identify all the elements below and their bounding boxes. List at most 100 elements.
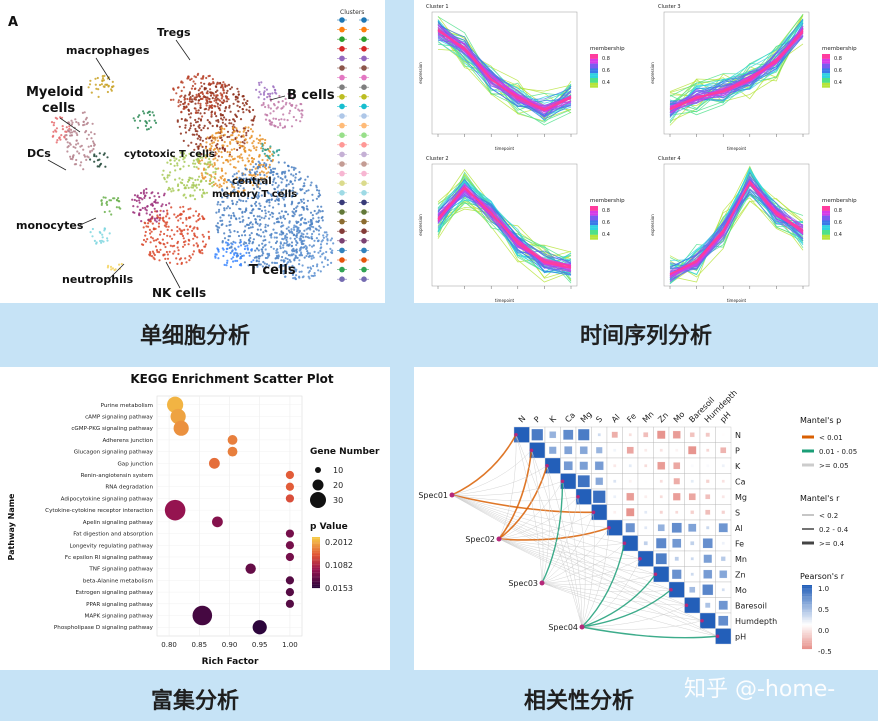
cell-point	[206, 127, 209, 130]
cell-point	[91, 235, 94, 238]
var-node	[684, 603, 689, 608]
cell-point	[196, 152, 199, 156]
cell-point	[217, 250, 220, 253]
cell-point	[254, 193, 257, 196]
cell-point	[193, 189, 196, 192]
cluster-xlabel: timepoint	[727, 298, 747, 303]
cell-point	[242, 111, 245, 114]
cell-point	[244, 164, 247, 167]
cell-point	[228, 229, 231, 232]
mantel-link	[581, 527, 610, 628]
cell-point	[286, 213, 290, 216]
cell-point	[191, 184, 194, 187]
cell-point	[246, 244, 249, 247]
cell-point	[142, 238, 146, 242]
cell-point	[225, 264, 228, 267]
cell-point	[237, 183, 240, 186]
cell-point	[242, 177, 245, 180]
cell-point	[323, 231, 326, 234]
cell-point	[279, 247, 282, 250]
cell-point	[234, 259, 237, 262]
mantel-p-label: 0.01 - 0.05	[819, 448, 857, 456]
cell-point	[148, 228, 151, 231]
pathway-point	[164, 499, 186, 521]
cell-point	[277, 192, 280, 195]
p-colorbar-step	[312, 538, 320, 541]
cell-point	[204, 245, 207, 248]
matrix-value	[672, 492, 681, 501]
cell-point	[147, 218, 150, 222]
cell-point	[230, 257, 233, 260]
cell-point	[315, 212, 318, 215]
mantel-link	[581, 589, 672, 628]
cell-point	[214, 85, 217, 88]
cell-point	[70, 134, 73, 137]
cell-point	[110, 89, 113, 92]
cell-point	[203, 82, 206, 85]
cell-point	[218, 135, 221, 138]
cell-point	[312, 264, 315, 268]
cell-point	[238, 179, 241, 182]
cell-point	[150, 236, 153, 239]
pearson-colorbar-step	[802, 645, 812, 648]
cell-point	[256, 167, 259, 170]
caption-correlation: 相关性分析	[523, 689, 634, 714]
cell-point	[184, 196, 187, 199]
cell-point	[308, 252, 311, 255]
matrix-value	[718, 615, 729, 626]
cell-point	[244, 234, 247, 237]
cell-point	[236, 254, 239, 257]
cell-point	[235, 136, 238, 139]
colorbar-step	[590, 210, 598, 214]
cell-point	[150, 230, 153, 233]
cell-point	[169, 98, 173, 101]
cell-point	[165, 223, 168, 226]
cell-point	[79, 164, 82, 167]
cell-point	[255, 255, 258, 258]
p-colorbar-step	[312, 554, 320, 556]
cell-cluster	[161, 150, 218, 201]
cell-point	[247, 159, 250, 162]
cell-point	[65, 126, 68, 129]
cell-point	[166, 234, 169, 237]
cell-point	[151, 237, 154, 240]
label-monocytes: monocytes	[16, 219, 84, 232]
cell-point	[228, 106, 231, 109]
cell-point	[235, 127, 238, 130]
cell-point	[144, 222, 147, 225]
cell-point	[205, 163, 208, 166]
cell-point	[227, 235, 230, 238]
cell-point	[272, 180, 275, 183]
cell-point	[246, 141, 249, 144]
cell-point	[275, 240, 279, 243]
pathway-label: PPAR signaling pathway	[86, 602, 154, 608]
cell-point	[232, 118, 235, 121]
cell-point	[175, 216, 178, 219]
cell-point	[203, 124, 206, 127]
mantel-p-title: Mantel's p	[800, 416, 841, 425]
pathway-label: MAPK signaling pathway	[85, 614, 154, 620]
cell-point	[162, 253, 165, 256]
cell-cluster	[169, 72, 230, 118]
var-node	[514, 432, 518, 437]
cell-point	[220, 223, 223, 227]
cell-point	[176, 230, 179, 233]
pearson-colorbar-step	[802, 597, 812, 600]
cell-point	[138, 201, 141, 204]
cell-point	[260, 163, 263, 166]
cell-point	[319, 270, 322, 273]
cell-point	[72, 145, 75, 148]
cell-point	[225, 250, 228, 253]
mantel-link	[451, 494, 687, 606]
colorbar-step	[590, 227, 598, 231]
cell-point	[283, 203, 286, 206]
cell-point	[178, 213, 181, 216]
cell-point	[220, 155, 223, 159]
cell-point	[202, 126, 205, 130]
cell-point	[240, 153, 243, 156]
matrix-row-label: Mn	[735, 555, 747, 564]
mantel-link	[581, 573, 657, 628]
cell-point	[102, 79, 105, 82]
colorbar-step	[590, 232, 598, 235]
colorbar-step	[822, 220, 830, 223]
